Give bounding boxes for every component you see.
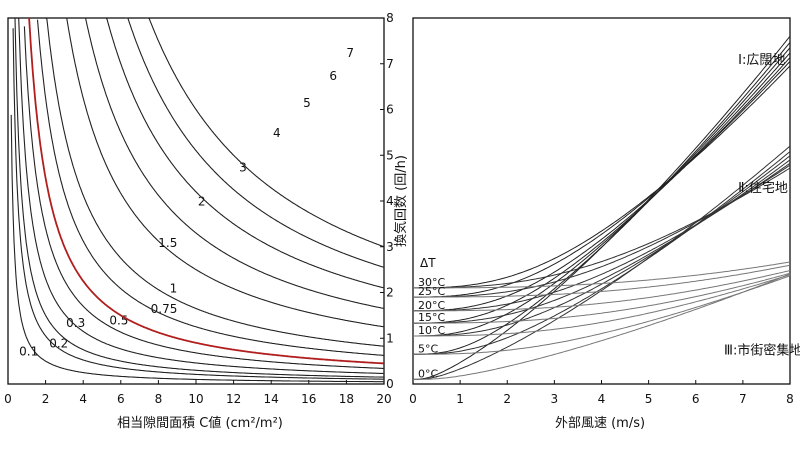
left-x-tick-label: 20	[376, 392, 391, 406]
curve-label-0_3: 0.3	[66, 316, 85, 330]
curve-label-0_2: 0.2	[49, 336, 68, 350]
y-tick-label: 6	[386, 103, 394, 117]
right-x-tick-label: 0	[409, 392, 417, 406]
curve-label-7: 7	[346, 46, 354, 60]
curve-group-I-dt0	[413, 65, 791, 289]
left-x-tick-label: 10	[188, 392, 203, 406]
left-x-tick-label: 4	[79, 392, 87, 406]
curve-group-II-dt4	[413, 155, 791, 337]
delta-t-label: 25°C	[418, 285, 445, 298]
right-x-tick-label: 6	[692, 392, 700, 406]
y-tick-label: 8	[386, 11, 394, 25]
right-x-tick-label: 8	[786, 392, 794, 406]
right-x-ticks: 0 1 2 3 4 5 6 7 8	[409, 380, 794, 406]
right-x-tick-label: 2	[503, 392, 511, 406]
curve-7	[145, 17, 384, 248]
y-axis-label: 換気回数 (回/h)	[393, 155, 409, 247]
left-x-tick-label: 16	[301, 392, 316, 406]
curve-group-III-dt5	[413, 275, 791, 355]
group-label: Ⅲ:市街密集地	[724, 342, 800, 358]
curve-group-III-dt2	[413, 270, 791, 312]
left-x-tick-label: 12	[226, 392, 241, 406]
y-tick-label: 1	[386, 331, 394, 345]
curve-group-I-dt2	[413, 57, 791, 312]
delta-t-label: 5°C	[418, 342, 438, 355]
y-tick-label: 3	[386, 240, 394, 254]
curve-1_5	[36, 19, 384, 356]
left-x-tick-label: 8	[155, 392, 163, 406]
right-x-axis-label: 外部風速 (m/s)	[555, 416, 645, 431]
right-x-tick-label: 1	[456, 392, 464, 406]
right-x-tick-label: 7	[739, 392, 747, 406]
left-x-axis-label: 相当隙間面積 C値 (cm²/m²)	[117, 415, 283, 431]
curve-0_2	[12, 28, 384, 380]
curve-label-2: 2	[198, 195, 206, 209]
curve-5	[105, 17, 384, 289]
delta-t-label: 10°C	[418, 324, 445, 337]
y-tick-label: 7	[386, 57, 394, 71]
y-tick-label: 2	[386, 286, 394, 300]
curve-6	[124, 17, 384, 268]
delta-t-legend-title: ΔT	[420, 256, 436, 270]
curve-0_75	[23, 26, 384, 369]
left-x-tick-label: 6	[117, 392, 125, 406]
curve-group-I-dt3	[413, 52, 791, 324]
y-tick-label: 5	[386, 148, 394, 162]
delta-t-label: 30°C	[418, 276, 445, 289]
left-x-ticks: 0 2 4 6 8 10 12 14 16 18 20	[4, 380, 392, 406]
delta-t-label: 0°C	[418, 367, 438, 380]
group-label: Ⅰ:広闊地	[738, 53, 785, 68]
curve-group-III-dt1	[413, 264, 791, 298]
curve-3	[65, 17, 384, 328]
curve-label-0_5: 0.5	[109, 314, 128, 328]
curve-2	[45, 17, 384, 347]
left-x-tick-label: 14	[264, 392, 279, 406]
left-x-tick-label: 0	[4, 392, 12, 406]
curve-label-4: 4	[273, 126, 281, 140]
left-curves: 0.1 0.2 0.3 0.5 0.75 1 1.5 2 3 4 5 67	[10, 17, 384, 383]
right-x-tick-label: 4	[598, 392, 606, 406]
right-curves	[413, 35, 791, 380]
left-x-tick-label: 2	[42, 392, 50, 406]
curve-0_1	[10, 114, 384, 383]
y-tick-label: 0	[386, 377, 394, 391]
curve-4	[84, 17, 384, 309]
curve-label-0_75: 0.75	[151, 302, 178, 316]
curve-group-III-dt4	[413, 274, 791, 337]
curve-label-3: 3	[239, 160, 247, 174]
curve-label-5: 5	[303, 96, 311, 110]
right-x-tick-label: 5	[645, 392, 653, 406]
curve-group-III-dt0	[413, 261, 791, 289]
curve-label-1: 1	[170, 282, 178, 296]
group-label: Ⅱ:住宅地	[738, 181, 788, 196]
right-x-tick-label: 3	[551, 392, 559, 406]
delta-t-label: 20°C	[418, 299, 445, 312]
curve-1	[28, 17, 384, 365]
curve-group-III-dt6	[413, 273, 791, 380]
curve-group-II-dt2	[413, 162, 791, 312]
left-x-tick-label: 18	[339, 392, 354, 406]
curve-group-I-dt1	[413, 61, 791, 298]
curve-group-II-dt6	[413, 145, 791, 380]
curve-0_5	[18, 17, 384, 375]
delta-t-label: 15°C	[418, 311, 445, 324]
y-tick-label: 4	[386, 194, 394, 208]
shared-y-ticks: 0 1 2 3 4 5 6 7 8	[380, 11, 394, 391]
curve-label-6: 6	[329, 69, 337, 83]
curve-group-II-dt5	[413, 151, 791, 355]
right-annotations: 30°C25°C20°C15°C10°C 5°C 0°C Ⅰ:広闊地 Ⅱ:住宅地 Ⅲ:市街…	[418, 53, 800, 381]
curve-0_3	[14, 17, 384, 378]
curve-group-III-dt3	[413, 272, 791, 324]
curve-label-1_5: 1.5	[158, 236, 177, 250]
curve-label-0_1: 0.1	[19, 345, 38, 359]
curve-group-I-dt4	[413, 47, 791, 337]
curve-group-II-dt3	[413, 159, 791, 324]
